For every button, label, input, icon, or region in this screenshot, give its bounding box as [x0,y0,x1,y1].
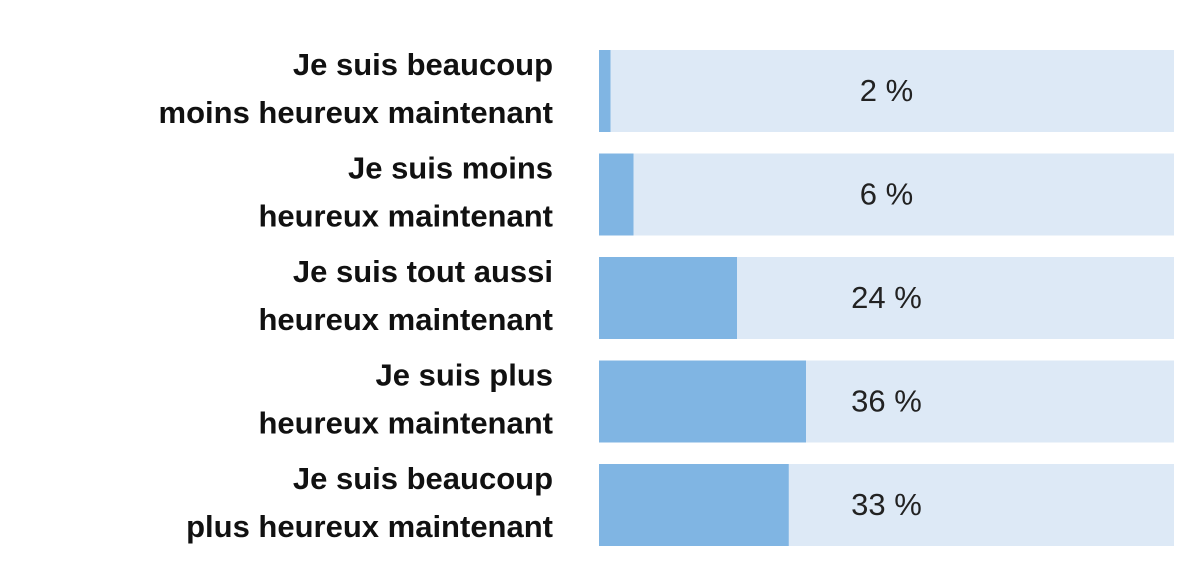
value-label: 33 % [851,487,922,522]
category-label: Je suis moins [348,151,553,186]
value-label: 2 % [860,73,913,108]
category-label: Je suis tout aussi [293,254,553,289]
value-label: 36 % [851,384,922,419]
value-label: 6 % [860,177,913,212]
bar [599,464,789,546]
category-label: plus heureux maintenant [186,509,553,544]
category-label: heureux maintenant [258,406,553,441]
category-label: Je suis plus [376,358,553,393]
category-label: moins heureux maintenant [159,95,553,130]
category-label: Je suis beaucoup [293,47,553,82]
value-label: 24 % [851,280,922,315]
bar [599,257,737,339]
bar [599,360,806,443]
category-label: heureux maintenant [258,199,553,234]
bar-track [599,153,1174,236]
bar-track [599,50,1174,132]
bar [599,50,611,132]
category-label: heureux maintenant [258,302,553,337]
category-label: Je suis beaucoup [293,461,553,496]
bar [599,153,634,236]
